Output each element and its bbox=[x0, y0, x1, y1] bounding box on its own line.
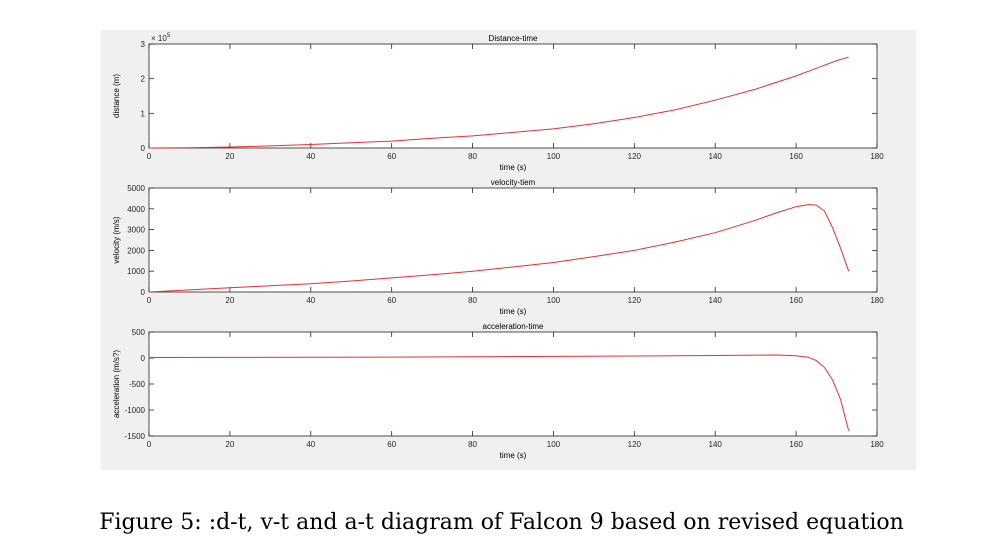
x-tick-label: 80 bbox=[468, 440, 477, 449]
x-tick-label: 40 bbox=[306, 152, 315, 161]
series-line bbox=[148, 354, 850, 431]
chart-title: Distance-time bbox=[489, 34, 538, 43]
x-tick-label: 160 bbox=[789, 440, 803, 449]
x-tick-label: 0 bbox=[147, 296, 152, 305]
x-tick-label: 40 bbox=[306, 296, 315, 305]
x-tick-label: 0 bbox=[147, 152, 152, 161]
x-axis-label: time (s) bbox=[500, 163, 527, 172]
y-exponent-label: × 10 bbox=[151, 34, 167, 43]
chart-title: velocity-tiem bbox=[491, 178, 536, 187]
subplot-2: 0 20 40 60 80 100 120 140 160 180 0 1000 2000 3000 400… bbox=[112, 178, 884, 316]
y-tick-label: 0 bbox=[141, 354, 146, 363]
series-line bbox=[148, 204, 850, 293]
y-tick-label: 0 bbox=[141, 144, 146, 153]
x-tick-label: 20 bbox=[225, 296, 234, 305]
subplot-1: 0 20 40 60 80 100 120 140 160 180 0 1 2 3 × 10 5 Distanc… bbox=[112, 33, 884, 172]
x-tick-label: 60 bbox=[387, 440, 396, 449]
y-tick-label: 2 bbox=[141, 75, 146, 84]
x-tick-label: 180 bbox=[870, 152, 884, 161]
y-tick-label: -1000 bbox=[125, 406, 146, 415]
x-tick-label: 100 bbox=[547, 152, 561, 161]
chart-title: acceleration-time bbox=[483, 322, 544, 331]
plot-area bbox=[148, 43, 878, 149]
x-axis-label: time (s) bbox=[500, 307, 527, 316]
x-tick-label: 140 bbox=[709, 296, 723, 305]
y-axis-label: acceleration (m/s?) bbox=[112, 350, 121, 418]
figure-caption: Figure 5: :d-t, v-t and a-t diagram of F… bbox=[99, 510, 904, 535]
y-tick-label: -1500 bbox=[125, 432, 146, 441]
y-tick-label: 4000 bbox=[127, 205, 145, 214]
x-tick-label: 80 bbox=[468, 296, 477, 305]
figure-svg: 0 20 40 60 80 100 120 140 160 180 0 1 2 3 × 10 5 Distanc… bbox=[112, 33, 884, 460]
x-tick-label: 100 bbox=[547, 440, 561, 449]
series-line bbox=[148, 56, 849, 149]
y-exponent: 5 bbox=[167, 33, 171, 39]
y-tick-label: 5000 bbox=[127, 184, 145, 193]
y-axis-label: distance (m) bbox=[112, 74, 121, 118]
x-tick-label: 120 bbox=[628, 152, 642, 161]
x-tick-label: 120 bbox=[628, 440, 642, 449]
plot-area bbox=[148, 331, 878, 437]
x-tick-label: 180 bbox=[870, 440, 884, 449]
x-axis-label: time (s) bbox=[500, 451, 527, 460]
x-tick-label: 100 bbox=[547, 296, 561, 305]
y-tick-label: 1000 bbox=[127, 267, 145, 276]
x-tick-label: 60 bbox=[387, 152, 396, 161]
x-tick-label: 160 bbox=[789, 152, 803, 161]
subplot-3: 0 20 40 60 80 100 120 140 160 180 -1500 -1000 -500 0 5… bbox=[112, 322, 884, 460]
x-tick-label: 140 bbox=[709, 152, 723, 161]
y-tick-label: -500 bbox=[129, 380, 146, 389]
x-tick-label: 180 bbox=[870, 296, 884, 305]
y-tick-label: 2000 bbox=[127, 246, 145, 255]
y-axis-label: velocity (m/s) bbox=[112, 216, 121, 263]
x-tick-label: 40 bbox=[306, 440, 315, 449]
y-tick-label: 3000 bbox=[127, 226, 145, 235]
figure-panel: 0 20 40 60 80 100 120 140 160 180 0 1 2 3 × 10 5 Distanc… bbox=[101, 30, 916, 470]
x-tick-label: 80 bbox=[468, 152, 477, 161]
y-tick-label: 1 bbox=[141, 109, 146, 118]
x-tick-label: 120 bbox=[628, 296, 642, 305]
x-tick-label: 140 bbox=[709, 440, 723, 449]
x-tick-label: 0 bbox=[147, 440, 152, 449]
x-tick-label: 160 bbox=[789, 296, 803, 305]
x-tick-label: 20 bbox=[225, 152, 234, 161]
y-tick-label: 0 bbox=[141, 288, 146, 297]
y-tick-label: 3 bbox=[141, 40, 146, 49]
x-tick-label: 60 bbox=[387, 296, 396, 305]
y-tick-label: 500 bbox=[132, 328, 146, 337]
plot-area bbox=[148, 187, 878, 293]
x-tick-label: 20 bbox=[225, 440, 234, 449]
